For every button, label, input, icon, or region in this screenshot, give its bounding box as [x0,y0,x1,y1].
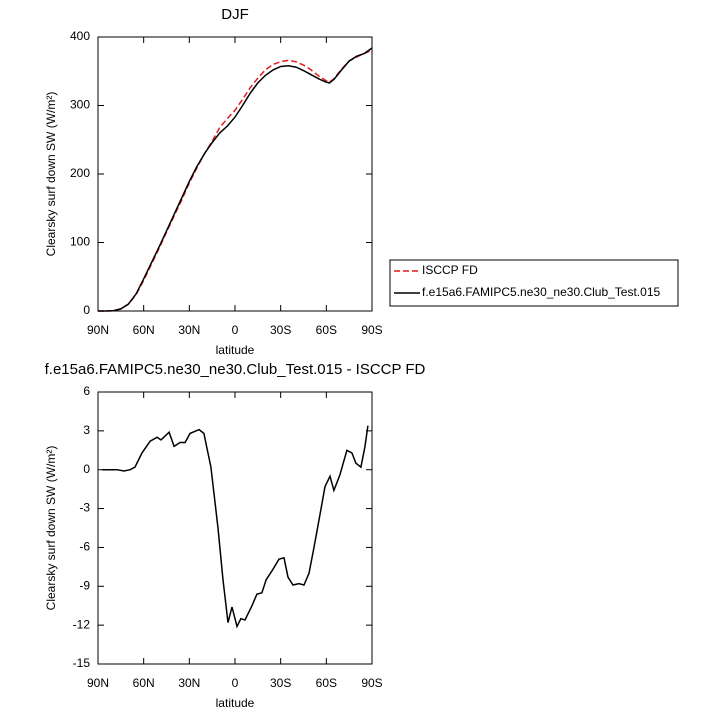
legend-box [389,259,679,307]
x-tick-label: 90N [87,676,109,690]
y-tick-label: 400 [70,29,90,43]
legend-label: ISCCP FD [422,263,478,277]
legend: ISCCP FD f.e15a6.FAMIPC5.ne30_ne30.Club_T… [389,259,679,307]
y-axis-label: Clearsky surf down SW (W/m²) [44,446,58,611]
plot-frame [97,391,373,665]
y-tick-label: -3 [79,501,90,515]
x-tick-label: 60N [133,323,155,337]
y-tick-label: -6 [79,540,90,554]
y-tick-label: -12 [73,617,91,631]
x-tick-label: 0 [232,676,239,690]
y-tick-label: 100 [70,235,90,249]
x-tick-label: 60S [316,676,337,690]
y-tick-label: 300 [70,98,90,112]
y-tick-label: -9 [79,578,90,592]
y-tick-label: 6 [83,384,90,398]
y-tick-label: -15 [73,656,91,670]
x-tick-label: 90S [361,676,382,690]
x-tick-label: 30N [178,676,200,690]
data-line [102,425,369,629]
y-tick-label: 0 [83,303,90,317]
x-tick-label: 30N [178,323,200,337]
legend-label: f.e15a6.FAMIPC5.ne30_ne30.Club_Test.015 [422,285,660,299]
chart-title: DJF [221,6,249,23]
x-axis-label: latitude [216,343,255,357]
x-tick-label: 90N [87,323,109,337]
plot-frame [97,36,373,312]
data-line [98,49,373,312]
data-line [98,47,373,312]
y-axis-label: Clearsky surf down SW (W/m²) [44,92,58,257]
x-axis-label: latitude [216,696,255,710]
y-tick-label: 0 [83,462,90,476]
x-tick-label: 90S [361,323,382,337]
y-tick-label: 3 [83,423,90,437]
x-tick-label: 0 [232,323,239,337]
x-tick-label: 60N [133,676,155,690]
x-tick-label: 60S [316,323,337,337]
x-tick-label: 30S [270,323,291,337]
x-tick-label: 30S [270,676,291,690]
chart-title: f.e15a6.FAMIPC5.ne30_ne30.Club_Test.015 … [45,361,426,378]
y-tick-label: 200 [70,166,90,180]
